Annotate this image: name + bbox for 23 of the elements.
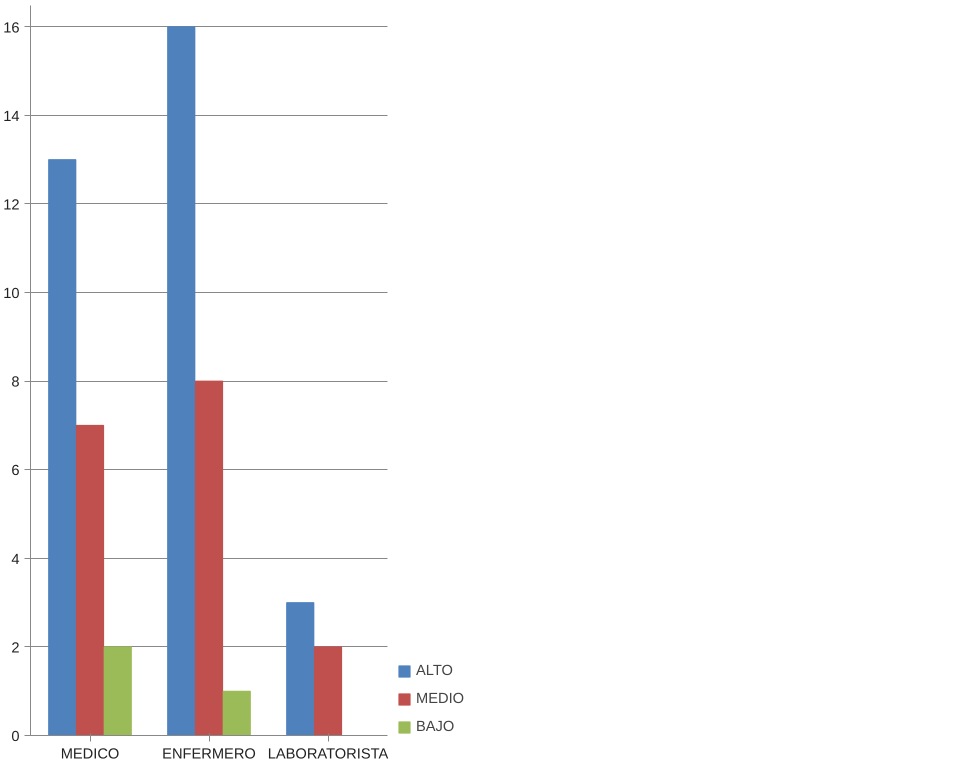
legend-label: ALTO [416, 663, 453, 679]
y-tick-label: 8 [11, 374, 20, 391]
legend-label: MEDIO [416, 691, 464, 707]
y-tick-label: 16 [3, 20, 20, 36]
bar [314, 646, 342, 736]
x-tick-label: LABORATORISTA [268, 746, 388, 762]
y-tick-label: 6 [11, 463, 20, 480]
y-tick-label: 2 [11, 640, 20, 656]
y-tick-label: 0 [11, 729, 20, 745]
bar [104, 646, 132, 736]
legend-label: BAJO [416, 719, 454, 735]
y-tick-label: 4 [11, 552, 20, 568]
bar [167, 26, 196, 736]
bar [286, 602, 314, 736]
bar [194, 380, 224, 736]
y-tick-label: 12 [3, 197, 20, 214]
y-tick-label: 10 [3, 286, 20, 302]
bar [48, 159, 76, 736]
y-tick-label: 14 [3, 108, 20, 125]
bar [222, 690, 251, 736]
x-tick-label: MEDICO [60, 746, 120, 762]
x-tick-label: ENFERMERO [162, 746, 256, 762]
bar [76, 424, 104, 736]
